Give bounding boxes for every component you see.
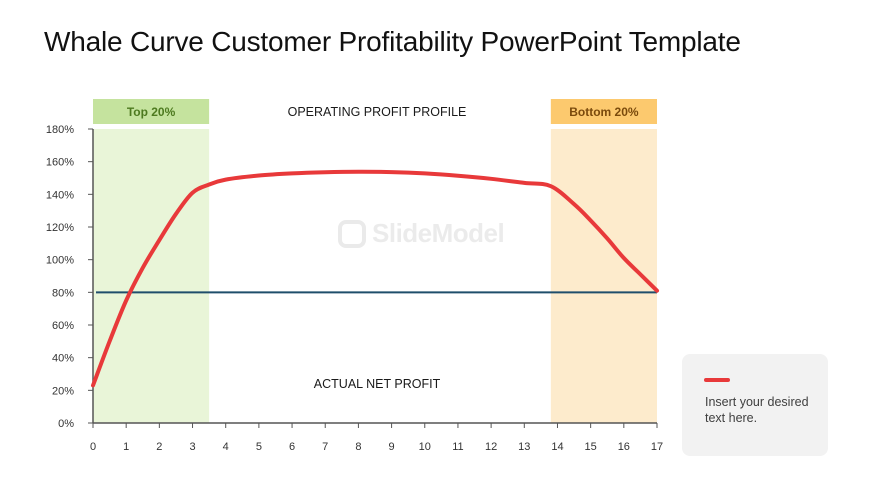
band-header-bottom [550,99,657,124]
legend-text: Insert your desired text here. [705,395,809,425]
y-tick-label: 0% [58,418,74,430]
x-tick-label: 11 [452,441,463,453]
whale-curve-line [91,169,659,388]
y-tick-label: 180% [46,124,74,136]
x-tick-label: 5 [256,441,262,453]
y-tick-label: 20% [52,385,74,397]
x-tick-label: 14 [551,441,563,453]
watermark-text: SlideModel [372,218,505,248]
legend-box: Insert your desired text here. [682,354,828,456]
x-tick-label: 10 [419,441,431,453]
legend-swatch-icon [704,378,730,382]
x-tick-label: 1 [123,441,129,453]
y-tick-label: 60% [52,320,74,332]
x-tick-label: 16 [618,441,630,453]
y-tick-label: 120% [46,222,74,234]
x-tick-label: 7 [322,441,328,453]
x-tick-label: 15 [585,441,597,453]
x-tick-label: 17 [651,441,663,453]
band-label-bottom: Bottom 20% [569,105,639,119]
x-tick-label: 6 [289,441,295,453]
watermark-logo-icon [338,219,366,248]
band-header-top [93,99,210,124]
y-tick-label: 100% [46,255,74,267]
annotation-actual-net-profit: ACTUAL NET PROFIT [314,377,441,391]
annotation-operating-profit: OPERATING PROFIT PROFILE [288,105,467,119]
watermark: SlideModel [338,218,505,249]
x-tick-label: 13 [518,441,530,453]
x-tick-label: 0 [90,441,96,453]
x-tick-label: 3 [189,441,195,453]
x-tick-label: 4 [223,441,229,453]
band-label-top: Top 20% [127,105,176,119]
x-tick-label: 8 [355,441,361,453]
x-tick-label: 2 [156,441,162,453]
band-top [93,129,210,423]
x-tick-label: 9 [389,441,395,453]
y-tick-label: 160% [46,157,74,169]
x-tick-label: 12 [485,441,497,453]
y-tick-label: 40% [52,353,74,365]
slide-title: Whale Curve Customer Profitability Power… [44,26,741,57]
y-tick-label: 140% [46,189,74,201]
y-tick-label: 80% [52,287,74,299]
